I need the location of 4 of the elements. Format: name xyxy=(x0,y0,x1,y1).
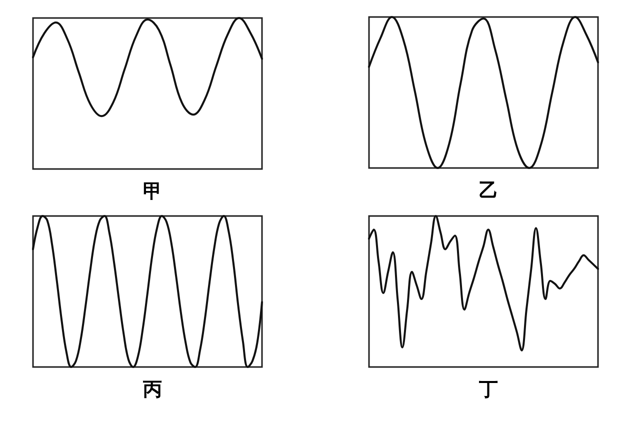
text: 乙 xyxy=(479,180,498,202)
text: 甲 xyxy=(143,180,162,202)
text: 丙 xyxy=(142,378,162,400)
text: 丁 xyxy=(478,378,498,400)
